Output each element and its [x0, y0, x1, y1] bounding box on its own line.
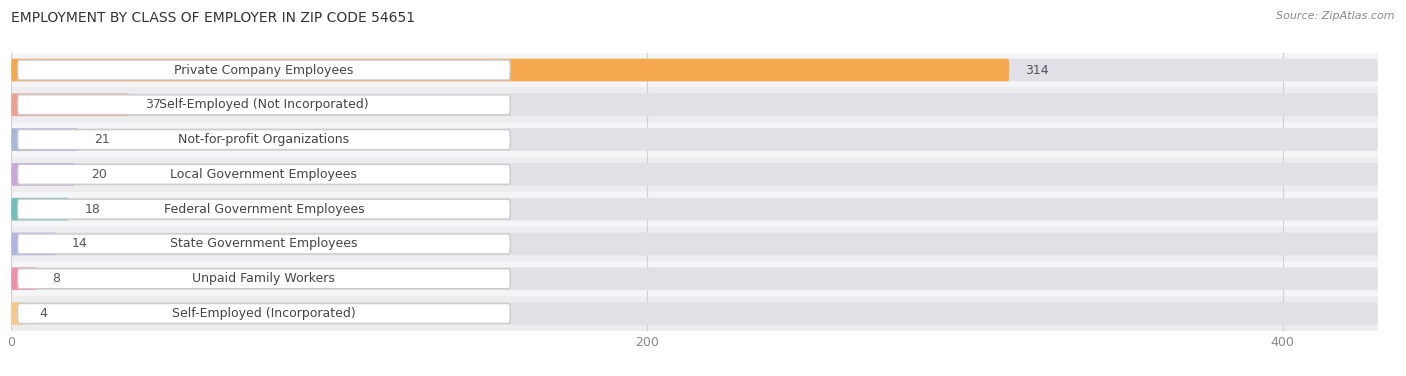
FancyBboxPatch shape [11, 128, 77, 151]
Text: 37: 37 [145, 98, 160, 111]
Text: Not-for-profit Organizations: Not-for-profit Organizations [179, 133, 350, 146]
Text: 4: 4 [39, 307, 48, 320]
Text: State Government Employees: State Government Employees [170, 237, 357, 250]
FancyBboxPatch shape [18, 130, 510, 150]
FancyBboxPatch shape [11, 53, 1378, 88]
Text: 18: 18 [84, 203, 100, 216]
FancyBboxPatch shape [11, 233, 1378, 255]
FancyBboxPatch shape [11, 163, 75, 186]
FancyBboxPatch shape [11, 128, 1378, 151]
FancyBboxPatch shape [18, 234, 510, 254]
FancyBboxPatch shape [11, 233, 56, 255]
FancyBboxPatch shape [11, 94, 1378, 116]
FancyBboxPatch shape [11, 261, 1378, 296]
FancyBboxPatch shape [18, 164, 510, 184]
FancyBboxPatch shape [11, 198, 69, 220]
FancyBboxPatch shape [18, 60, 510, 80]
FancyBboxPatch shape [11, 163, 1378, 186]
FancyBboxPatch shape [11, 226, 1378, 261]
FancyBboxPatch shape [18, 269, 510, 289]
FancyBboxPatch shape [11, 88, 1378, 122]
Text: Self-Employed (Incorporated): Self-Employed (Incorporated) [172, 307, 356, 320]
Text: 14: 14 [72, 237, 87, 250]
FancyBboxPatch shape [18, 199, 510, 219]
Text: 8: 8 [52, 272, 60, 285]
Text: Unpaid Family Workers: Unpaid Family Workers [193, 272, 336, 285]
Text: Private Company Employees: Private Company Employees [174, 64, 353, 77]
FancyBboxPatch shape [11, 122, 1378, 157]
FancyBboxPatch shape [11, 267, 1378, 290]
FancyBboxPatch shape [11, 94, 129, 116]
Text: Federal Government Employees: Federal Government Employees [163, 203, 364, 216]
FancyBboxPatch shape [11, 302, 1378, 325]
FancyBboxPatch shape [11, 267, 37, 290]
Text: Local Government Employees: Local Government Employees [170, 168, 357, 181]
FancyBboxPatch shape [11, 302, 24, 325]
Text: 21: 21 [94, 133, 110, 146]
FancyBboxPatch shape [11, 59, 1378, 81]
FancyBboxPatch shape [18, 303, 510, 323]
FancyBboxPatch shape [11, 59, 1010, 81]
FancyBboxPatch shape [11, 198, 1378, 220]
FancyBboxPatch shape [11, 296, 1378, 331]
FancyBboxPatch shape [11, 157, 1378, 192]
Text: Self-Employed (Not Incorporated): Self-Employed (Not Incorporated) [159, 98, 368, 111]
Text: 20: 20 [91, 168, 107, 181]
FancyBboxPatch shape [11, 192, 1378, 226]
Text: 314: 314 [1025, 64, 1049, 77]
FancyBboxPatch shape [18, 95, 510, 115]
Text: Source: ZipAtlas.com: Source: ZipAtlas.com [1277, 11, 1395, 21]
Text: EMPLOYMENT BY CLASS OF EMPLOYER IN ZIP CODE 54651: EMPLOYMENT BY CLASS OF EMPLOYER IN ZIP C… [11, 11, 415, 25]
